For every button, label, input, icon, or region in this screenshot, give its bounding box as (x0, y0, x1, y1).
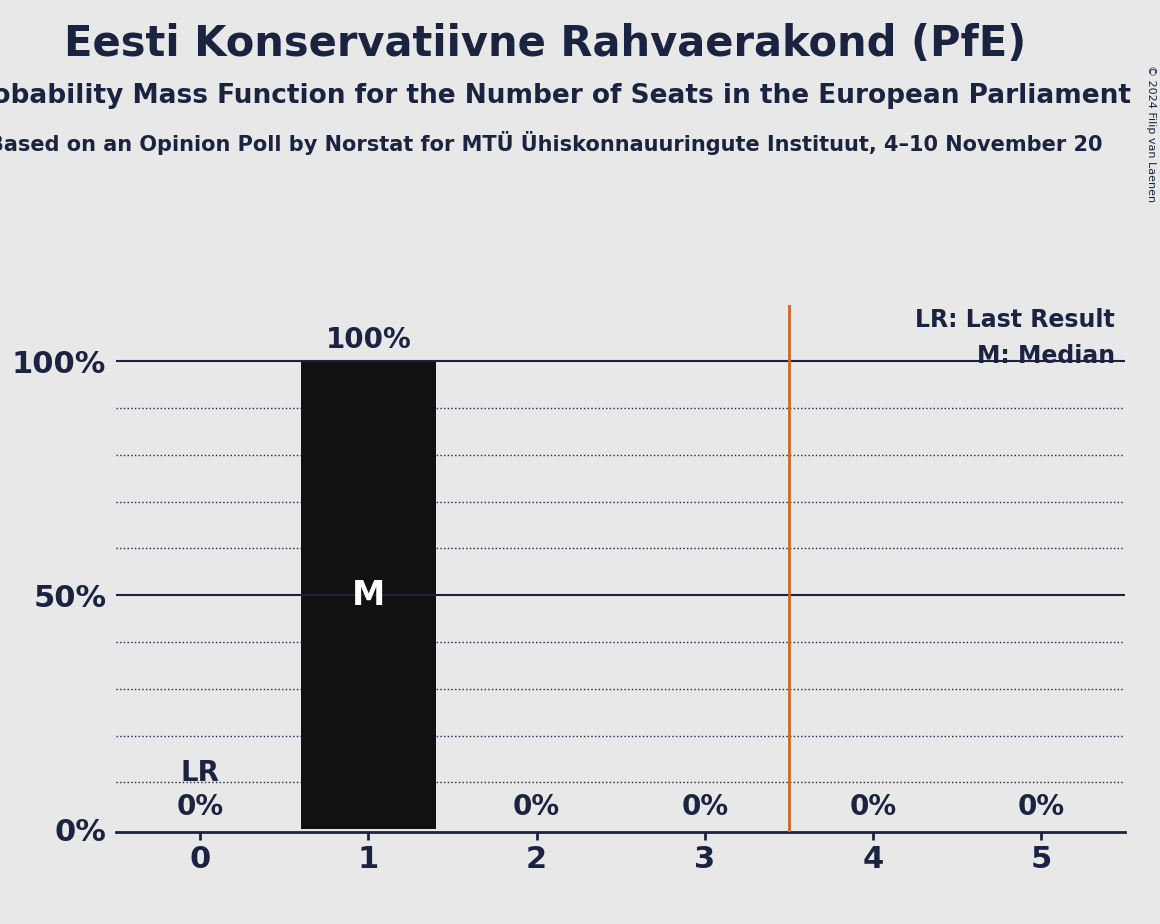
Text: Based on an Opinion Poll by Norstat for MTÜ Ühiskonnauuringute Instituut, 4–10 N: Based on an Opinion Poll by Norstat for … (0, 131, 1102, 155)
Text: 100%: 100% (326, 326, 411, 354)
Text: M: Median: M: Median (977, 345, 1115, 369)
Text: Probability Mass Function for the Number of Seats in the European Parliament: Probability Mass Function for the Number… (0, 83, 1131, 109)
Text: LR: Last Result: LR: Last Result (915, 308, 1115, 332)
Text: LR: LR (181, 760, 219, 787)
Text: © 2024 Filip van Laenen: © 2024 Filip van Laenen (1146, 65, 1155, 201)
Bar (302, 361, 435, 829)
Text: Eesti Konservatiivne Rahvaerakond (PfE): Eesti Konservatiivne Rahvaerakond (PfE) (64, 23, 1027, 65)
Text: 0%: 0% (513, 793, 560, 821)
Text: M: M (351, 578, 385, 612)
Text: 0%: 0% (681, 793, 728, 821)
Text: 0%: 0% (176, 793, 224, 821)
Text: 0%: 0% (849, 793, 897, 821)
Text: 0%: 0% (1017, 793, 1065, 821)
